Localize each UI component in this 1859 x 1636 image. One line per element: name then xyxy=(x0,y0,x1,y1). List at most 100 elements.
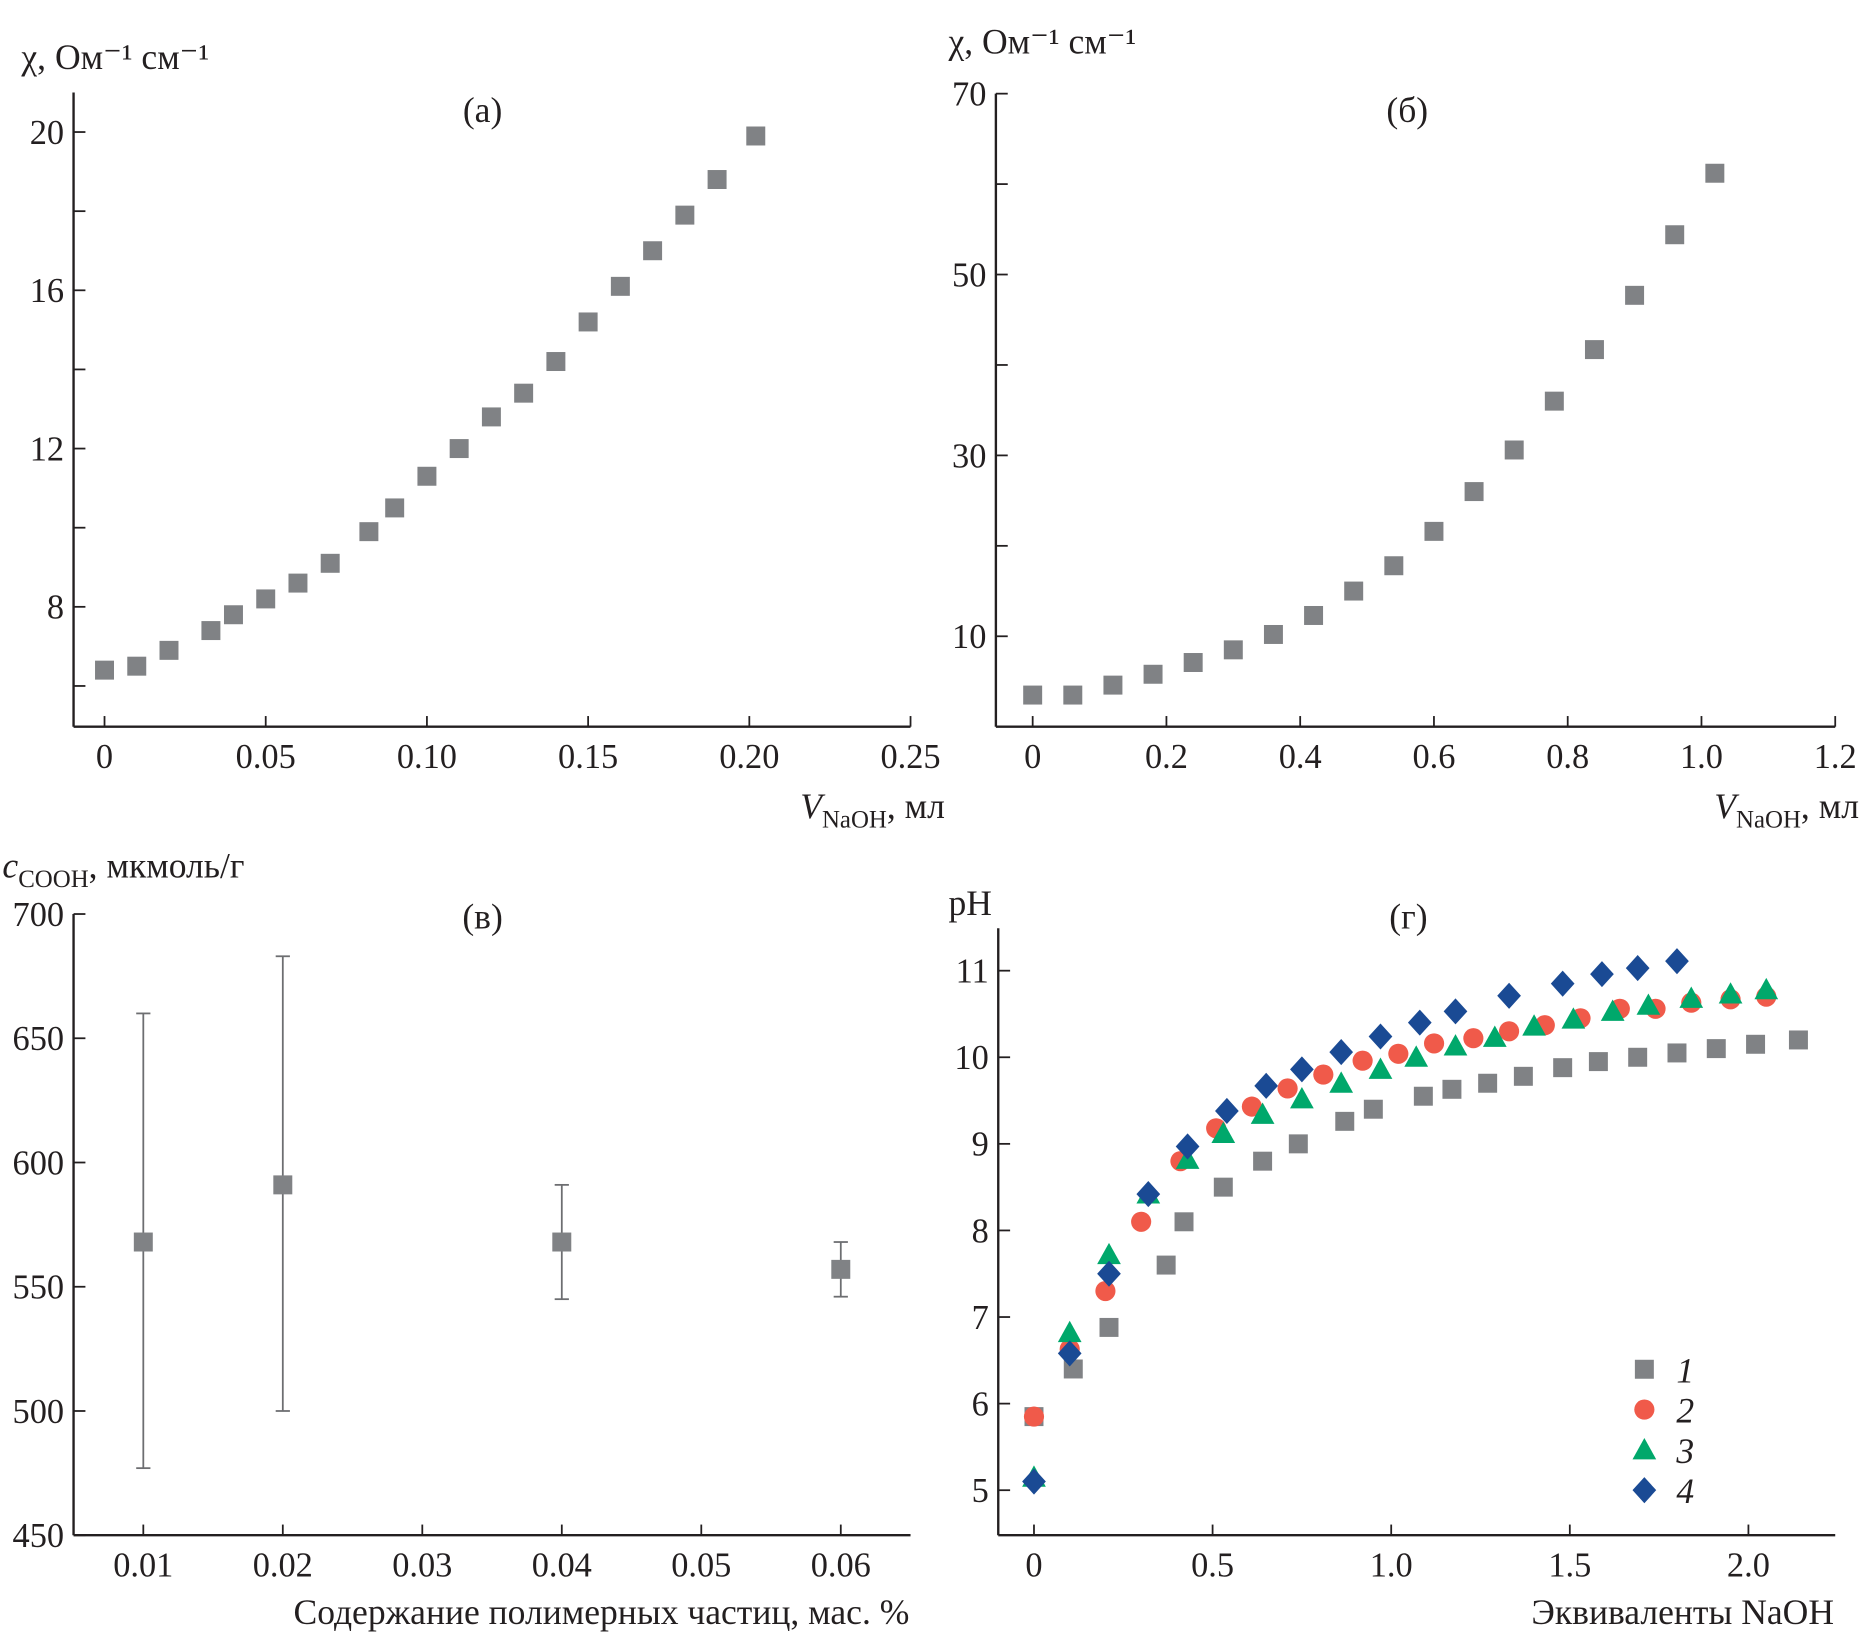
data-point xyxy=(1561,1007,1586,1029)
data-point xyxy=(1665,948,1689,975)
series-1 xyxy=(133,955,851,1470)
y-tick-label: 16 xyxy=(30,272,64,310)
data-point xyxy=(320,553,340,573)
label-subscript: NaOH xyxy=(822,806,887,833)
x-tick-label: 1.5 xyxy=(1548,1547,1591,1585)
legend-label: 3 xyxy=(1675,1431,1694,1471)
x-tick-label: 1.0 xyxy=(1680,738,1723,776)
x-axis-label: Эквиваленты NaOH xyxy=(1531,1592,1834,1632)
x-tick-label: 0.02 xyxy=(253,1547,313,1585)
x-tick-label: 0 xyxy=(1025,1547,1042,1585)
data-point xyxy=(1211,1121,1236,1143)
x-tick-label: 1.0 xyxy=(1370,1547,1413,1585)
data-point xyxy=(1413,1086,1433,1106)
data-point xyxy=(1313,1064,1334,1085)
data-point xyxy=(1590,961,1614,988)
data-point xyxy=(1223,640,1243,660)
data-point xyxy=(1095,1280,1116,1302)
label-variable: c xyxy=(2,845,18,885)
legend-marker xyxy=(1632,1438,1657,1460)
data-point xyxy=(1329,1039,1354,1066)
data-point xyxy=(1290,1056,1314,1083)
data-point xyxy=(1063,685,1083,705)
data-point xyxy=(831,1259,851,1279)
panel-g: 0 0.5 1.0 1.5 2.0 5 6 7 8 9 10 11 (г) pH Эквиваленты N… xyxy=(948,883,1836,1632)
data-point xyxy=(1057,1320,1082,1343)
data-point xyxy=(1424,521,1444,541)
y-tick-label: 9 xyxy=(972,1126,989,1164)
data-point xyxy=(1335,1111,1355,1131)
data-point xyxy=(1705,163,1725,183)
y-tick-label: 8 xyxy=(47,589,64,627)
data-point xyxy=(1023,1406,1045,1427)
x-tick-label: 0.20 xyxy=(719,738,779,776)
data-point xyxy=(1263,624,1283,644)
y-tick-label: 5 xyxy=(972,1472,989,1510)
data-point xyxy=(1174,1212,1194,1232)
data-point xyxy=(1384,556,1404,576)
data-point xyxy=(1584,340,1604,360)
data-point xyxy=(1625,955,1650,982)
y-tick-label: 11 xyxy=(956,953,989,991)
series-4 xyxy=(1022,948,1689,1495)
data-point xyxy=(1600,999,1625,1021)
y-tick-label: 650 xyxy=(13,1020,65,1058)
data-point xyxy=(273,1175,293,1195)
data-point xyxy=(481,407,501,427)
data-point xyxy=(1352,1050,1373,1071)
data-point xyxy=(1482,1025,1507,1047)
data-point xyxy=(1499,1021,1520,1042)
data-point xyxy=(1277,1078,1298,1099)
data-point xyxy=(1718,982,1743,1004)
y-tick-label: 70 xyxy=(952,76,986,114)
x-tick-label: 0.4 xyxy=(1279,738,1322,776)
data-point xyxy=(133,1232,153,1252)
data-point xyxy=(643,241,663,261)
label-variable: V xyxy=(1714,786,1740,826)
data-point xyxy=(546,352,566,372)
y-tick-label: 700 xyxy=(13,896,65,934)
data-point xyxy=(610,276,630,296)
panel-title: (а) xyxy=(463,90,502,130)
data-point xyxy=(127,656,147,676)
data-point xyxy=(1443,1034,1468,1056)
data-point xyxy=(1213,1177,1233,1197)
data-point xyxy=(201,621,221,641)
legend-marker xyxy=(1634,1399,1655,1420)
data-point xyxy=(359,522,379,542)
data-point xyxy=(1254,1072,1279,1099)
y-tick-label: 500 xyxy=(13,1393,65,1431)
y-tick-label: 50 xyxy=(952,256,986,294)
data-point xyxy=(159,640,179,660)
data-point xyxy=(1588,1052,1608,1072)
data-point xyxy=(1404,1045,1429,1067)
data-point xyxy=(256,589,276,609)
label-units: , мл xyxy=(887,786,945,826)
data-point xyxy=(1253,1151,1273,1171)
x-tick-label: 2.0 xyxy=(1727,1547,1770,1585)
x-axis-label: Содержание полимерных частиц, мас. % xyxy=(294,1592,910,1632)
data-point xyxy=(1368,1023,1393,1050)
series-1 xyxy=(95,126,766,680)
data-point xyxy=(1513,1066,1533,1086)
data-point xyxy=(1388,1043,1409,1064)
y-tick-label: 6 xyxy=(972,1385,989,1423)
data-point xyxy=(385,498,405,518)
x-tick-label: 0.03 xyxy=(392,1547,452,1585)
label-units: , мл xyxy=(1801,786,1859,826)
data-point xyxy=(1636,993,1661,1015)
data-point xyxy=(223,605,243,625)
data-point xyxy=(1368,1057,1393,1079)
y-axis-label: pH xyxy=(948,883,991,923)
legend-marker xyxy=(1634,1359,1654,1379)
data-point xyxy=(1754,977,1779,1000)
data-point xyxy=(1544,391,1564,411)
data-point xyxy=(1628,1047,1648,1067)
x-tick-label: 0.15 xyxy=(558,738,618,776)
y-axis-label: χ, Ом⁻¹ см⁻¹ xyxy=(947,21,1136,61)
series-1 xyxy=(1023,163,1725,705)
label-units: , мкмоль/г xyxy=(89,845,245,885)
y-tick-label: 10 xyxy=(954,1039,988,1077)
data-point xyxy=(1304,605,1324,625)
x-tick-label: 0.25 xyxy=(880,738,940,776)
